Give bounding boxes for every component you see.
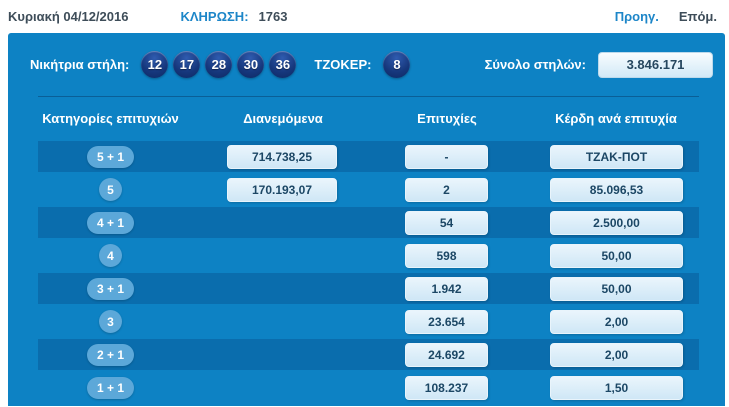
category-badge: 1 + 1 — [86, 376, 135, 399]
table-row: 2 + 1 24.692 2,00 — [8, 338, 725, 371]
category-badge: 5 — [99, 178, 122, 201]
number-ball: 28 — [205, 51, 233, 78]
hits-box: 24.692 — [405, 342, 488, 367]
prize-box: 50,00 — [550, 276, 683, 301]
column-headers: Κατηγορίες επιτυχιών Διανεμόμενα Επιτυχί… — [8, 97, 725, 140]
hits-box: 23.654 — [405, 309, 488, 334]
number-ball: 36 — [269, 51, 297, 78]
draw-label: ΚΛΗΡΩΣΗ: — [180, 9, 249, 24]
top-bar: Κυριακή 04/12/2016 ΚΛΗΡΩΣΗ: 1763 Προηγ. … — [0, 0, 729, 33]
hits-box: - — [405, 144, 488, 169]
table-row: 3 23.654 2,00 — [8, 305, 725, 338]
category-badge: 2 + 1 — [86, 343, 135, 366]
prize-box: 2,00 — [550, 342, 683, 367]
number-ball: 30 — [237, 51, 265, 78]
results-panel: Νικήτρια στήλη: 12 17 28 30 36 ΤΖΟΚΕΡ: 8 Σύν… — [8, 33, 725, 406]
joker-ball: 8 — [383, 51, 411, 78]
table-row: 5 + 1 714.738,25 - ΤΖΑΚ-ΠΟΤ — [8, 140, 725, 173]
col-header-categories: Κατηγορίες επιτυχιών — [42, 111, 179, 126]
hits-box: 2 — [405, 177, 488, 202]
table-row: 3 + 1 1.942 50,00 — [8, 272, 725, 305]
winning-numbers-section: Νικήτρια στήλη: 12 17 28 30 36 ΤΖΟΚΕΡ: 8 Σύν… — [8, 33, 725, 96]
table-row: 4 598 50,00 — [8, 239, 725, 272]
section-divider — [38, 96, 699, 97]
prize-box: 2.500,00 — [550, 210, 683, 235]
prize-box: 1,50 — [550, 375, 683, 400]
prize-box: 85.096,53 — [550, 177, 683, 202]
winning-numbers: 12 17 28 30 36 — [141, 51, 297, 78]
table-row: 1 + 1 108.237 1,50 — [8, 371, 725, 404]
number-ball: 17 — [173, 51, 201, 78]
prize-table: 5 + 1 714.738,25 - ΤΖΑΚ-ΠΟΤ 5 170.193,07 2 85.0… — [8, 140, 725, 404]
category-badge: 3 + 1 — [86, 277, 135, 300]
prize-box: 2,00 — [550, 309, 683, 334]
winning-column-label: Νικήτρια στήλη: — [30, 57, 130, 72]
next-draw-link[interactable]: Επόμ. — [678, 9, 717, 24]
hits-box: 598 — [405, 243, 488, 268]
category-badge: 4 — [99, 244, 122, 267]
table-row: 4 + 1 54 2.500,00 — [8, 206, 725, 239]
prize-box: 50,00 — [550, 243, 683, 268]
category-badge: 4 + 1 — [86, 211, 135, 234]
number-ball: 12 — [141, 51, 169, 78]
col-header-hits: Επιτυχίες — [417, 111, 477, 126]
draw-navigation: Προηγ. Επόμ. — [615, 9, 717, 24]
draw-number: 1763 — [258, 9, 288, 24]
category-badge: 3 — [99, 310, 122, 333]
hits-box: 54 — [405, 210, 488, 235]
total-columns-label: Σύνολο στηλών: — [484, 57, 586, 72]
category-badge: 5 + 1 — [86, 145, 135, 168]
total-columns-box: 3.846.171 — [598, 51, 713, 78]
prize-box: ΤΖΑΚ-ΠΟΤ — [550, 144, 683, 169]
total-columns: Σύνολο στηλών: 3.846.171 — [484, 51, 713, 78]
hits-box: 1.942 — [405, 276, 488, 301]
joker-label: ΤΖΟΚΕΡ: — [314, 57, 372, 72]
draw-date: Κυριακή 04/12/2016 — [8, 9, 129, 24]
col-header-distributed: Διανεμόμενα — [243, 111, 323, 126]
prev-draw-link[interactable]: Προηγ. — [614, 9, 659, 24]
col-header-prize: Κέρδη ανά επιτυχία — [555, 111, 677, 126]
table-row: 5 170.193,07 2 85.096,53 — [8, 173, 725, 206]
hits-box: 108.237 — [405, 375, 488, 400]
distributed-box: 170.193,07 — [227, 177, 337, 202]
distributed-box: 714.738,25 — [227, 144, 337, 169]
